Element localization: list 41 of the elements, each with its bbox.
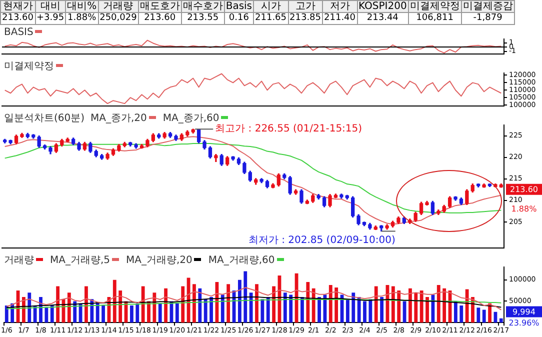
chart-title: 일분석차트(60분) xyxy=(4,113,85,124)
text: 211.65 xyxy=(255,13,287,23)
text: 0.16 xyxy=(228,13,249,23)
text: 1.88% xyxy=(511,204,538,214)
annotation: 최고가 : 226.55 (01/21-15:15) xyxy=(215,124,362,135)
category-label: 대비 xyxy=(35,0,66,12)
legend-label: MA_거래량,20 xyxy=(126,255,192,266)
category-label: 매수호가 xyxy=(181,0,224,12)
text: 9,994 xyxy=(512,307,536,316)
category-label: 매도호가 xyxy=(138,0,182,12)
text: 213.44 xyxy=(366,13,398,23)
category-label: 미결제약정 xyxy=(408,0,462,12)
legend-label: 거래량 xyxy=(4,255,34,266)
category-label: 대비% xyxy=(66,0,98,12)
legend-label: MA_종가,60 xyxy=(162,113,220,124)
category-label: 고가 xyxy=(288,0,323,12)
legend-label: BASIS xyxy=(4,27,34,38)
text: -1,879 xyxy=(473,13,502,23)
annotation: 최저가 : 202.85 (02/09-10:00) xyxy=(248,234,396,246)
legend-label: MA_종가,20 xyxy=(90,113,147,124)
category-label: Basis xyxy=(224,0,254,12)
legend-label: MA_거래량,60 xyxy=(208,255,275,266)
text: 23.96% xyxy=(508,318,540,328)
text: 213.85 xyxy=(290,13,322,23)
category-label: 현재가 xyxy=(0,0,35,12)
text: 213.55 xyxy=(187,13,219,23)
text: 211.40 xyxy=(324,13,356,23)
text: 213.60 xyxy=(510,184,538,194)
text: 250,029 xyxy=(100,13,137,23)
category-label: 거래량 xyxy=(98,0,138,12)
text: 1.88% xyxy=(68,13,96,23)
text: 213.60 xyxy=(2,13,34,23)
text: 213.60 xyxy=(144,13,176,23)
category-label: 시가 xyxy=(254,0,288,12)
category-label: 저가 xyxy=(322,0,358,12)
category-label: KOSPI200 xyxy=(357,0,408,12)
text: 106,811 xyxy=(416,13,454,23)
legend-label: 미결제약정 xyxy=(4,61,54,72)
legend-label: MA_거래량,5 xyxy=(50,255,110,266)
category-label: 미결제증감 xyxy=(461,0,514,12)
text: +3.95 xyxy=(36,13,64,23)
